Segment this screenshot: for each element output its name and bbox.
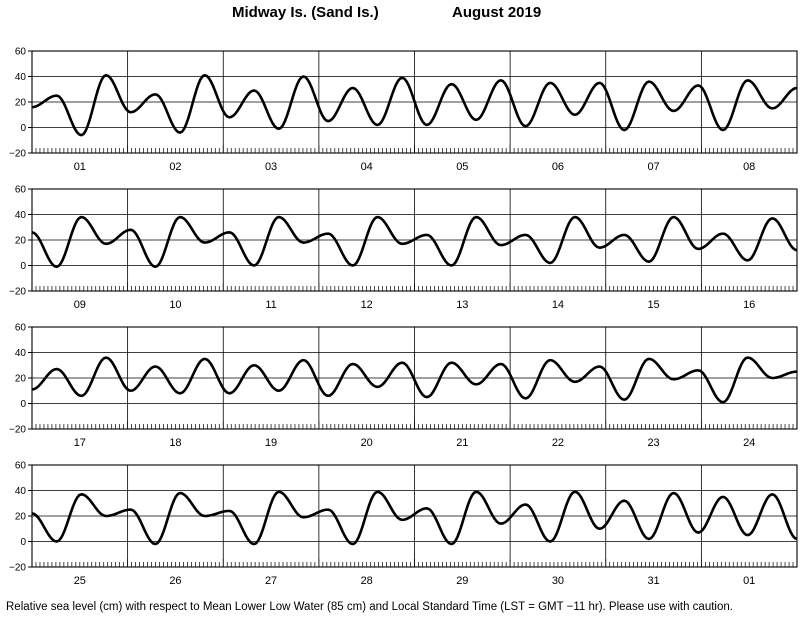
y-tick-label: 60 xyxy=(15,185,27,196)
tide-panel: 60 40 20 0 −20 17 18 19 20 21 22 23 24 xyxy=(9,323,798,449)
y-tick-label: 0 xyxy=(20,399,26,410)
y-tick-label: 40 xyxy=(15,210,27,221)
day-label: 22 xyxy=(552,437,564,449)
day-label: 27 xyxy=(265,575,277,587)
chart-footnote: Relative sea level (cm) with respect to … xyxy=(6,601,733,613)
y-tick-label: 0 xyxy=(20,261,26,272)
day-label: 30 xyxy=(552,575,564,587)
day-label: 01 xyxy=(74,161,86,173)
day-label: 06 xyxy=(552,161,564,173)
y-tick-label: 0 xyxy=(20,537,26,548)
day-label: 25 xyxy=(74,575,86,587)
day-label: 19 xyxy=(265,437,277,449)
day-label: 31 xyxy=(647,575,659,587)
y-tick-label: 20 xyxy=(15,98,27,109)
tide-panel: 60 40 20 0 −20 25 26 27 28 29 30 31 01 xyxy=(9,461,798,587)
tide-series-line xyxy=(31,215,798,269)
day-label: 07 xyxy=(647,161,659,173)
y-tick-label: −20 xyxy=(9,563,26,574)
day-label: 11 xyxy=(265,299,276,311)
y-tick-label: 40 xyxy=(15,486,27,497)
day-label: 09 xyxy=(74,299,86,311)
y-tick-label: 60 xyxy=(15,47,27,58)
tide-series-line xyxy=(31,73,798,137)
chart-title-station: Midway Is. (Sand Is.) xyxy=(232,4,379,21)
y-tick-label: −20 xyxy=(9,287,26,298)
y-tick-label: 40 xyxy=(15,72,27,83)
day-label: 01 xyxy=(743,575,755,587)
day-label: 13 xyxy=(456,299,468,311)
day-label: 04 xyxy=(361,161,373,173)
tide-panel: 60 40 20 0 −20 01 02 03 04 05 06 07 08 xyxy=(9,47,798,173)
day-label: 10 xyxy=(169,299,181,311)
day-label: 20 xyxy=(361,437,373,449)
day-label: 26 xyxy=(169,575,181,587)
y-tick-label: 60 xyxy=(15,461,27,472)
tide-panel: 60 40 20 0 −20 09 10 11 12 13 14 15 16 xyxy=(9,185,798,311)
y-tick-label: −20 xyxy=(9,149,26,160)
y-tick-label: 20 xyxy=(15,374,27,385)
day-label: 29 xyxy=(456,575,468,587)
day-label: 14 xyxy=(552,299,564,311)
day-label: 17 xyxy=(74,437,86,449)
day-label: 21 xyxy=(456,437,468,449)
y-tick-label: 60 xyxy=(15,323,27,334)
y-tick-label: −20 xyxy=(9,425,26,436)
y-tick-label: 20 xyxy=(15,236,27,247)
tide-chart: 60 40 20 0 −20 01 02 03 04 05 06 07 08 60 40 20 0 −20 09 10… xyxy=(9,47,798,587)
y-tick-label: 40 xyxy=(15,348,27,359)
tide-series-line xyxy=(31,490,798,546)
chart-title-month: August 2019 xyxy=(452,4,542,21)
tide-series-line xyxy=(31,356,798,404)
day-label: 12 xyxy=(361,299,373,311)
day-label: 24 xyxy=(743,437,755,449)
day-label: 23 xyxy=(647,437,659,449)
day-label: 08 xyxy=(743,161,755,173)
day-label: 15 xyxy=(647,299,659,311)
day-label: 02 xyxy=(169,161,181,173)
y-tick-label: 20 xyxy=(15,512,27,523)
day-label: 16 xyxy=(743,299,755,311)
day-label: 18 xyxy=(169,437,181,449)
day-label: 05 xyxy=(456,161,468,173)
y-tick-label: 0 xyxy=(20,123,26,134)
day-label: 03 xyxy=(265,161,277,173)
day-label: 28 xyxy=(361,575,373,587)
